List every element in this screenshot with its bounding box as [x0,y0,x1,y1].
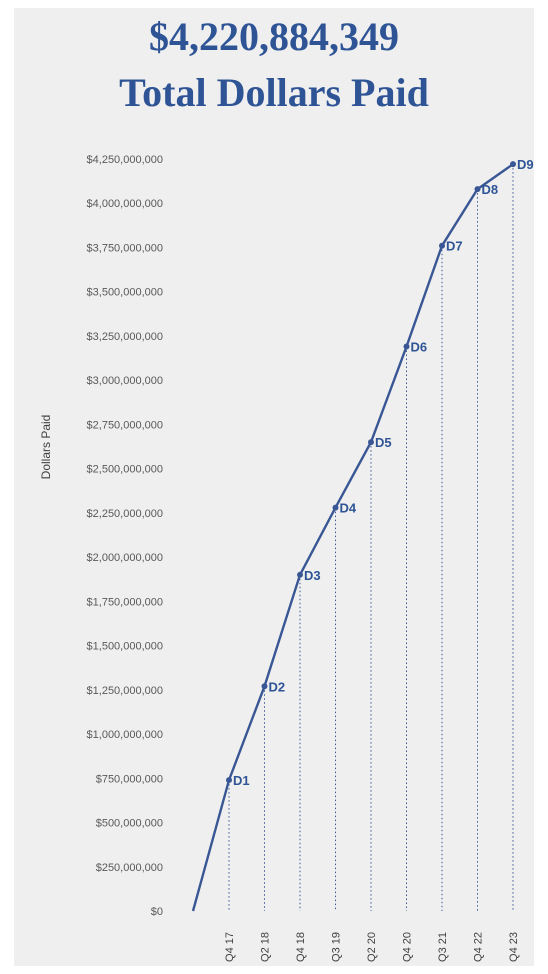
drop-lines [228,164,514,911]
y-tick-label: $3,750,000,000 [87,242,163,254]
y-axis-label: Dollars Paid [39,415,53,480]
data-point [226,777,232,784]
y-tick-label: $2,500,000,000 [87,464,163,476]
x-tick-label: Q3 19 [331,932,343,962]
y-axis-ticks: $0 $250,000,000 $500,000,000 $750,000,000 $1… [87,154,163,918]
y-tick-label: $4,000,000,000 [87,198,163,210]
data-point [403,343,410,350]
total-dollars-figure: $4,220,884,349 [149,14,399,59]
y-tick-label: $3,500,000,000 [87,287,163,299]
x-tick-label: Q4 17 [224,932,236,962]
data-labels: D1 D2 D3 D4 D5 D6 D7 D8 D9 [233,157,534,788]
data-markers [226,161,516,784]
x-tick-label: Q4 18 [295,932,307,962]
y-tick-label: $3,000,000,000 [87,375,163,387]
data-label: D8 [482,182,499,197]
y-tick-label: $3,250,000,000 [87,331,163,343]
y-tick-label: $250,000,000 [96,862,163,874]
x-tick-label: Q4 22 [473,932,485,962]
y-tick-label: $1,500,000,000 [87,641,163,653]
y-tick-label: $1,250,000,000 [87,685,163,697]
chart-title: Total Dollars Paid [119,70,429,115]
data-label: D6 [411,340,428,355]
data-label: D5 [375,435,392,450]
data-label: D2 [269,679,286,694]
y-tick-label: $2,250,000,000 [87,508,163,520]
data-label: D7 [446,239,463,254]
x-tick-label: Q4 20 [402,932,414,962]
x-tick-label: Q4 23 [508,932,520,962]
y-tick-label: $1,750,000,000 [87,596,163,608]
data-point [332,504,339,511]
data-point [474,186,481,193]
y-tick-label: $0 [151,906,163,918]
x-tick-label: Q3 21 [437,932,449,962]
data-point [439,242,445,249]
data-label: D1 [233,773,250,788]
data-label: D9 [517,157,534,172]
chart-panel [14,8,534,966]
x-axis-ticks: Q4 17 Q2 18 Q4 18 Q3 19 Q2 20 Q4 20 Q3 21 Q4 22… [224,932,520,962]
x-tick-label: Q2 18 [260,932,272,962]
data-point [297,571,303,578]
y-tick-label: $2,750,000,000 [87,419,163,431]
data-point [261,683,268,690]
y-tick-label: $4,250,000,000 [87,154,163,166]
x-tick-label: Q2 20 [366,932,378,962]
y-tick-label: $2,000,000,000 [87,552,163,564]
data-label: D4 [340,501,357,516]
y-tick-label: $1,000,000,000 [87,729,163,741]
data-point [368,439,374,446]
data-point [510,161,516,168]
data-label: D3 [304,568,321,583]
series-line [191,163,514,912]
y-tick-label: $750,000,000 [96,773,163,785]
y-tick-label: $500,000,000 [96,818,163,830]
